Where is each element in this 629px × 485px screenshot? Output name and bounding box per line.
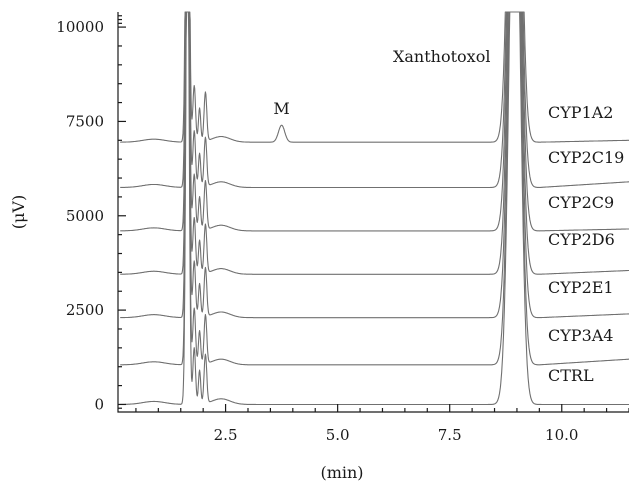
trace-cyp2c19 [120, 11, 629, 189]
annotation-metabolite: M [273, 99, 289, 118]
trace-cyp2c9 [120, 11, 629, 232]
y-tick-label: 10000 [56, 18, 104, 36]
y-axis-ticks: 0 2500 5000 7500 10000 [56, 15, 126, 413]
x-tick-label: 7.5 [438, 426, 462, 444]
trace-cyp2d6 [120, 11, 629, 275]
series-label-cyp2c19: CYP2C19 [548, 148, 624, 167]
series-label-cyp2c9: CYP2C9 [548, 193, 614, 212]
trace-cyp3a4 [120, 11, 629, 366]
chart-annotations: M Xanthotoxol [273, 47, 490, 118]
series-label-cyp1a2: CYP1A2 [548, 103, 613, 122]
chart-axes [117, 12, 629, 413]
x-tick-label: 5.0 [326, 426, 350, 444]
chromatogram-traces [120, 11, 629, 406]
x-tick-label: 2.5 [214, 426, 238, 444]
y-tick-label: 5000 [66, 207, 104, 225]
x-axis-ticks: 2.5 5.0 7.5 10.0 [135, 404, 629, 444]
y-tick-label: 7500 [66, 112, 104, 130]
x-tick-label: 10.0 [545, 426, 578, 444]
y-axis-title: (μV) [9, 195, 28, 229]
series-label-cyp2d6: CYP2D6 [548, 230, 615, 249]
annotation-xanthotoxol: Xanthotoxol [393, 47, 490, 66]
series-label-cyp3a4: CYP3A4 [548, 326, 613, 345]
y-tick-label: 0 [94, 395, 104, 413]
series-label-cyp2e1: CYP2E1 [548, 278, 614, 297]
series-label-ctrl: CTRL [548, 366, 594, 385]
trace-cyp1a2 [120, 11, 629, 143]
x-axis-title: (min) [320, 463, 363, 482]
trace-cyp2e1 [120, 11, 629, 319]
y-tick-label: 2500 [66, 301, 104, 319]
axis-frame [117, 12, 629, 413]
series-labels: CYP1A2 CYP2C19 CYP2C9 CYP2D6 CYP2E1 CYP3A4 CTR… [548, 103, 624, 385]
trace-ctrl [120, 11, 629, 406]
